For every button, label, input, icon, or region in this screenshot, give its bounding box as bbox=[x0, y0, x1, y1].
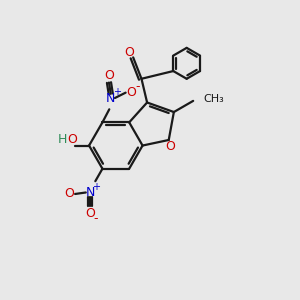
Text: N: N bbox=[85, 186, 94, 199]
Text: O: O bbox=[127, 86, 136, 99]
Text: O: O bbox=[124, 46, 134, 59]
Text: CH₃: CH₃ bbox=[204, 94, 224, 104]
Text: +: + bbox=[92, 182, 100, 191]
Text: O: O bbox=[64, 188, 74, 200]
Text: O: O bbox=[104, 69, 114, 82]
Text: -: - bbox=[94, 212, 98, 225]
Text: -: - bbox=[136, 80, 140, 93]
Text: N: N bbox=[106, 92, 116, 104]
Text: +: + bbox=[113, 87, 121, 97]
Text: H: H bbox=[58, 133, 68, 146]
Text: O: O bbox=[165, 140, 175, 153]
Text: O: O bbox=[67, 133, 77, 146]
Text: O: O bbox=[85, 207, 95, 220]
